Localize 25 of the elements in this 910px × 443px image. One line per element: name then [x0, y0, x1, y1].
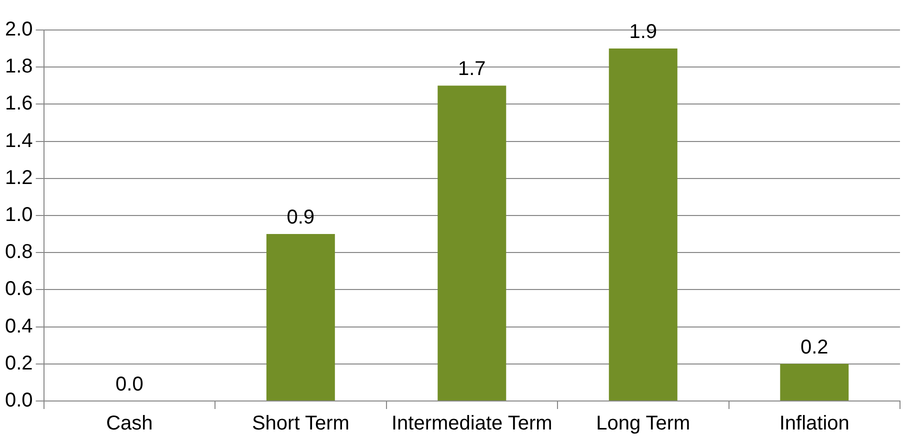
bar	[608, 48, 678, 400]
data-label: 0.9	[286, 206, 315, 229]
bar	[780, 364, 849, 400]
bar	[438, 86, 506, 400]
data-label: 1.9	[629, 21, 658, 44]
y-tick-label: 0.2	[4, 352, 33, 374]
y-tick-label: 0.4	[4, 315, 33, 338]
y-tick-label: 1.6	[4, 92, 33, 115]
x-tick-label: Short Term	[252, 412, 350, 435]
x-tick-label: Inflation	[779, 412, 850, 435]
y-tick-label: 1.8	[4, 56, 33, 78]
data-label: 0.2	[800, 336, 828, 358]
y-tick-label: 1.2	[4, 166, 33, 189]
data-label: 0.0	[116, 374, 144, 396]
y-tick-label: 0.8	[4, 241, 33, 264]
x-tick-label: Intermediate Term	[391, 412, 552, 435]
x-tick-label: Cash	[106, 412, 153, 435]
y-tick-label: 1.0	[4, 204, 33, 226]
y-tick-label: 2.0	[4, 18, 33, 41]
y-tick-label: 0.0	[4, 390, 33, 412]
y-tick-label: 1.4	[4, 130, 33, 152]
bar	[266, 234, 335, 400]
y-tick-label: 0.6	[4, 278, 33, 300]
data-label: 1.7	[458, 58, 486, 80]
x-tick-label: Long Term	[596, 412, 690, 435]
